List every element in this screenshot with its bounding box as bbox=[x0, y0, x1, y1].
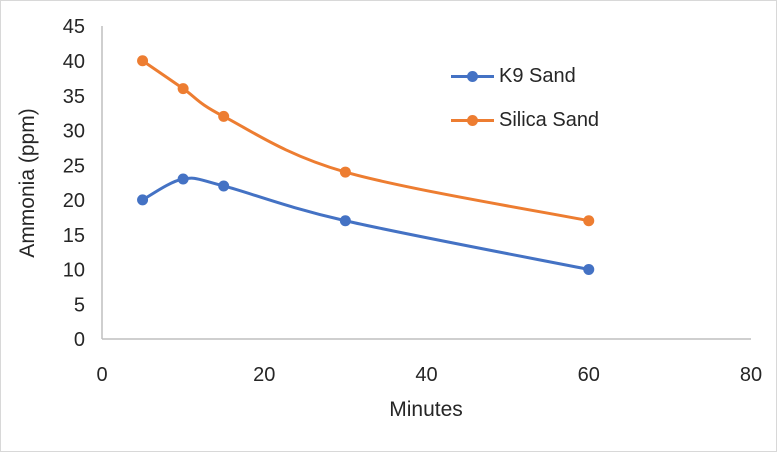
legend-label-silica-sand: Silica Sand bbox=[499, 108, 600, 131]
series-line-k9-sand bbox=[141, 176, 591, 271]
y-tick-label: 10 bbox=[63, 260, 85, 282]
data-point-k9-sand bbox=[583, 263, 595, 275]
y-axis-title: Ammonia (ppm) bbox=[16, 108, 39, 257]
y-tick-label: 35 bbox=[63, 86, 85, 108]
legend-label-k9-sand: K9 Sand bbox=[499, 64, 576, 87]
data-point-silica-sand bbox=[583, 215, 595, 227]
legend-dot-icon bbox=[467, 114, 478, 126]
y-tick-label: 15 bbox=[63, 225, 85, 247]
axes bbox=[101, 26, 751, 340]
legend-item-silica-sand: Silica Sand bbox=[451, 98, 599, 142]
x-tick-label: 40 bbox=[415, 364, 437, 386]
x-tick-label: 20 bbox=[253, 364, 275, 386]
data-point-silica-sand bbox=[177, 83, 189, 95]
data-point-silica-sand bbox=[218, 110, 230, 122]
axis-tick-labels: 0 5 10 15 20 25 30 35 40 45 0 20 40 60 80 bbox=[63, 16, 762, 386]
y-tick-label: 5 bbox=[74, 294, 85, 316]
k9-sand-line-marker-icon bbox=[451, 70, 494, 82]
y-tick-label: 40 bbox=[63, 51, 85, 73]
data-point-k9-sand bbox=[218, 180, 230, 192]
x-tick-label: 80 bbox=[740, 364, 762, 386]
data-point-k9-sand bbox=[339, 215, 351, 227]
data-point-silica-sand bbox=[339, 166, 351, 178]
data-point-k9-sand bbox=[177, 173, 189, 185]
x-tick-label: 0 bbox=[96, 364, 107, 386]
x-tick-label: 60 bbox=[578, 364, 600, 386]
x-axis-title: Minutes bbox=[389, 398, 463, 421]
y-tick-label: 0 bbox=[74, 329, 85, 351]
silica-sand-line-marker-icon bbox=[451, 114, 494, 126]
data-series bbox=[137, 55, 595, 275]
data-point-k9-sand bbox=[137, 194, 149, 206]
y-tick-label: 30 bbox=[63, 121, 85, 143]
data-point-silica-sand bbox=[137, 55, 149, 67]
legend-dot-icon bbox=[467, 70, 478, 82]
y-tick-label: 45 bbox=[63, 16, 85, 38]
legend: K9 Sand Silica Sand bbox=[451, 54, 599, 142]
legend-item-k9-sand: K9 Sand bbox=[451, 54, 599, 98]
y-tick-label: 20 bbox=[63, 190, 85, 212]
y-tick-label: 25 bbox=[63, 155, 85, 177]
